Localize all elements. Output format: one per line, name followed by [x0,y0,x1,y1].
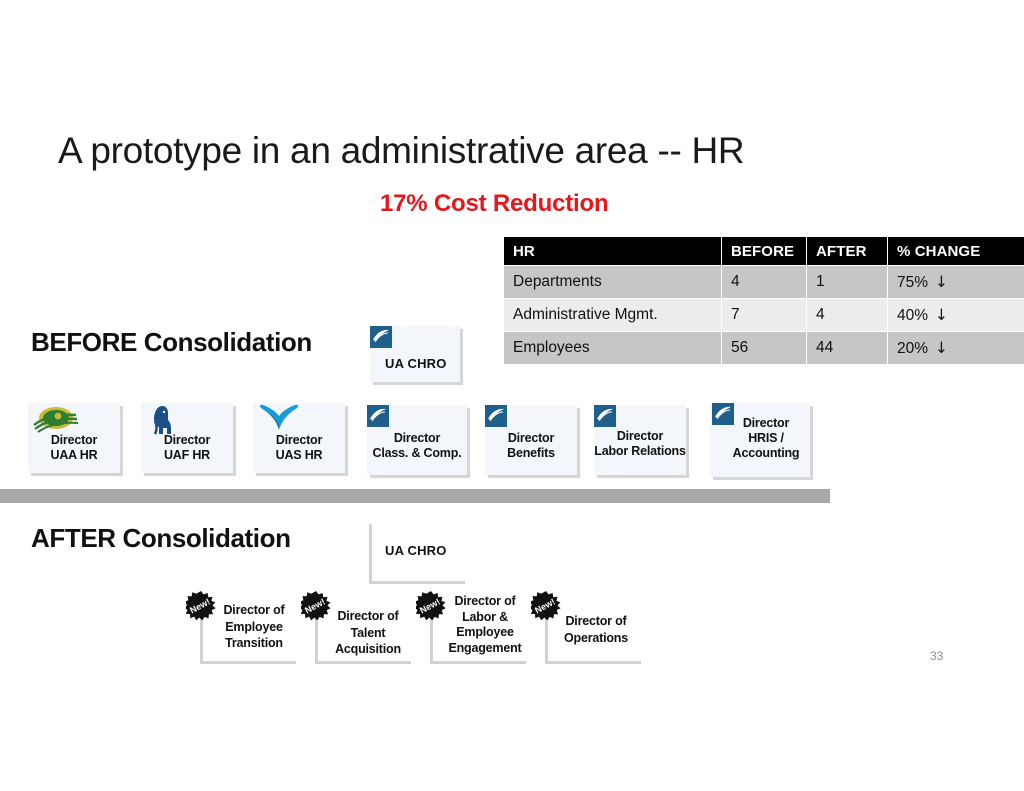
after-node-label-talent-acquisition: Director of Talent Acquisition [320,608,416,658]
label-line-2: HRIS / [748,431,784,445]
label-line-1: Director of [454,594,516,608]
cell-pct-change: 20% ↓ [887,331,1024,365]
table-row: Administrative Mgmt. 7 4 40% ↓ [503,298,1024,332]
label-line-1: Director of [565,614,627,628]
pct-value: 20% [897,339,929,357]
label-line-1: Director [163,433,211,447]
ua-logo [370,326,392,348]
after-node-label-operations: Director of Operations [548,613,644,646]
new-badge-icon: New! [416,591,446,621]
cell-metric-name: Employees [503,331,722,365]
table-header-row: HR BEFORE AFTER % CHANGE [503,236,1024,266]
before-node-label-uaa: Director UAA HR [28,433,120,463]
arrow-down-icon: ↓ [935,272,949,291]
before-node-label-hris-accounting: Director HRIS / Accounting [716,416,816,461]
label-line-3: Transition [225,636,283,650]
column-header-hr: HR [503,236,722,266]
cell-before: 4 [721,265,807,299]
label-line-2: Talent [350,625,386,640]
label-line-1: Director of [223,603,285,617]
before-node-label-class-comp: Director Class. & Comp. [362,431,472,461]
before-chro-label: UA CHRO [385,356,447,371]
label-line-1: Director of [337,609,399,623]
after-chro-label: UA CHRO [385,543,447,558]
cell-after: 4 [806,298,888,332]
after-chro-box [369,524,465,584]
cell-before: 56 [721,331,807,365]
before-consolidation-heading: BEFORE Consolidation [31,327,312,357]
table-row: Employees 56 44 20% ↓ [503,331,1024,365]
cell-after: 1 [806,265,888,299]
label-line-2: Operations [564,630,628,645]
table-row: Departments 4 1 75% ↓ [503,265,1024,299]
after-consolidation-heading: AFTER Consolidation [31,523,291,553]
label-line-3: Acquisition [335,642,401,656]
label-line-2: UAF HR [163,448,211,462]
new-badge-icon: New! [301,591,331,621]
before-node-label-uas: Director UAS HR [253,433,345,463]
label-line-2: Labor & [462,609,508,624]
after-node-label-employee-transition: Director of Employee Transition [206,602,302,652]
section-divider [0,489,830,503]
after-node-box-operations [545,604,641,664]
after-node-box-employee-transition [200,604,296,664]
cell-pct-change: 40% ↓ [887,298,1024,332]
column-header-after: AFTER [806,236,888,266]
after-node-box-labor-employee-engagement [430,604,526,664]
pct-value: 75% [897,273,929,291]
new-badge-icon: New! [186,591,216,621]
arrow-down-icon: ↓ [935,305,949,324]
column-header-before: BEFORE [721,236,807,266]
cell-before: 7 [721,298,807,332]
cell-pct-change: 75% ↓ [887,265,1024,299]
uas-whale-tail-logo [257,400,301,434]
hr-metrics-table: HR BEFORE AFTER % CHANGE Departments 4 1… [503,236,1024,365]
label-line-1: Director [507,431,555,445]
ua-logo [594,405,616,427]
label-line-4: Engagement [448,640,522,655]
ua-logo [712,403,734,425]
label-line-2: UAS HR [275,448,323,462]
cell-after: 44 [806,331,888,365]
before-node-label-labor-relations: Director Labor Relations [585,429,695,459]
before-node-label-uaf: Director UAF HR [141,433,233,463]
label-line-3: Accounting [732,446,800,460]
column-header-pct-change: % CHANGE [887,236,1024,266]
before-node-label-benefits: Director Benefits [485,431,577,461]
cost-reduction-subtitle: 17% Cost Reduction [380,190,609,217]
after-node-label-labor-employee-engagement: Director of Labor & Employee Engagement [433,594,537,656]
arrow-down-icon: ↓ [935,338,949,357]
label-line-1: Director [275,433,323,447]
before-node-box-uas [253,403,345,473]
new-badge-icon: New! [531,591,561,621]
page-number: 33 [930,649,944,663]
ua-logo [367,405,389,427]
cell-metric-name: Administrative Mgmt. [503,298,722,332]
uaf-polar-bear-logo [145,403,179,437]
label-line-2: UAA HR [50,448,98,462]
cell-metric-name: Departments [503,265,722,299]
label-line-1: Director [393,431,441,445]
label-line-1: Director [616,429,664,443]
after-node-box-talent-acquisition [315,604,411,664]
label-line-1: Director [742,416,790,430]
label-line-2: Labor Relations [594,444,686,458]
pct-value: 40% [897,306,929,324]
page-title: A prototype in an administrative area --… [58,130,745,171]
label-line-2: Employee [225,619,283,634]
ua-logo [485,405,507,427]
label-line-2: Benefits [507,446,555,460]
label-line-2: Class. & Comp. [372,446,462,460]
label-line-3: Employee [456,625,514,639]
label-line-1: Director [50,433,98,447]
uaa-seal-logo [32,405,80,433]
